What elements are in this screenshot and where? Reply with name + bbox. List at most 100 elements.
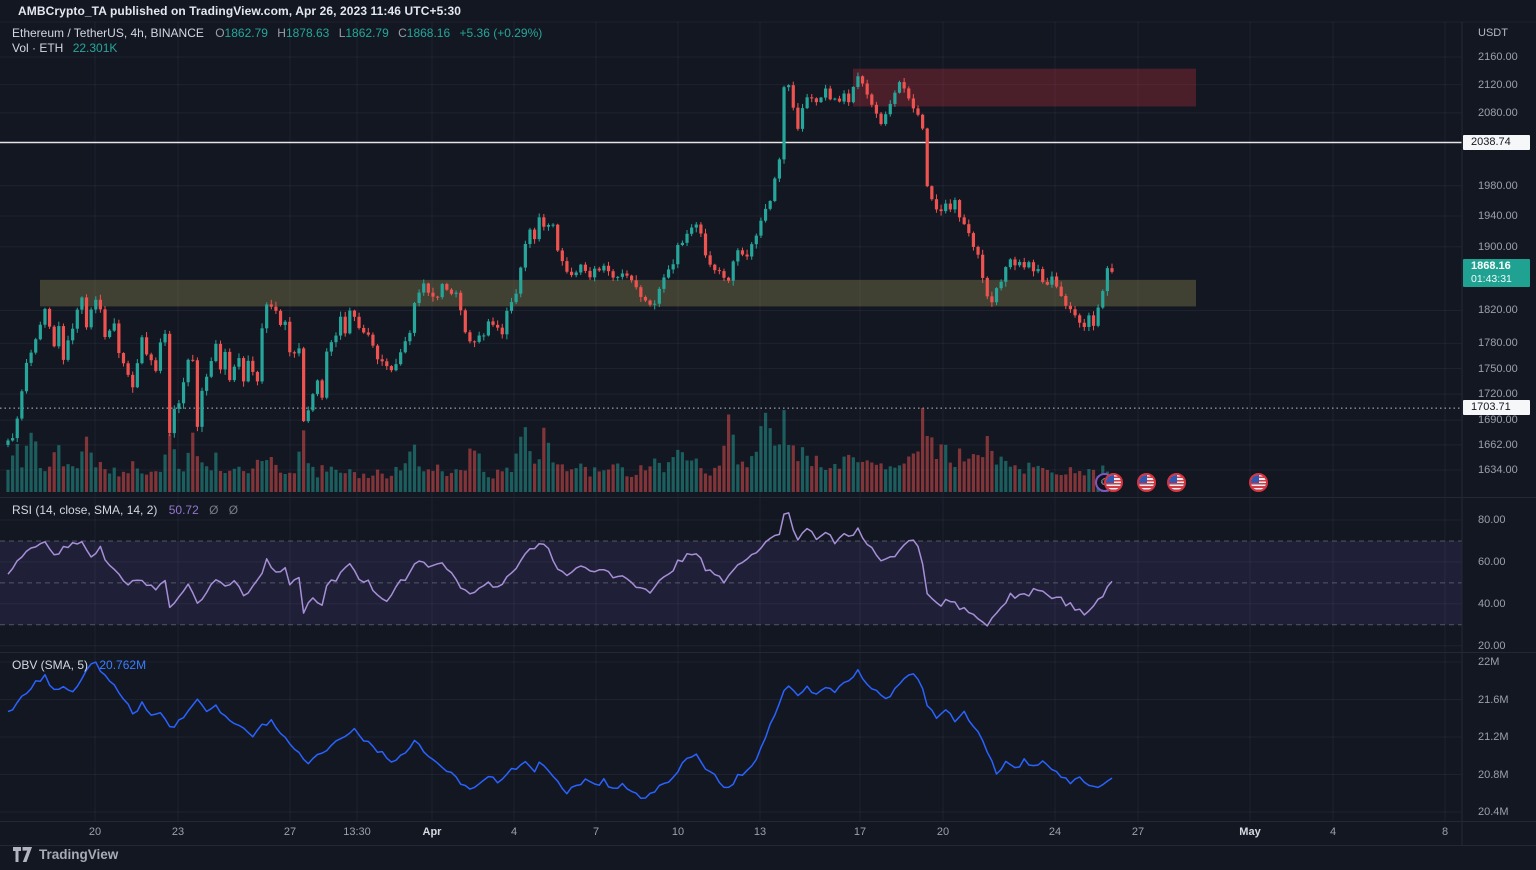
us-flag-event-icon[interactable] bbox=[1167, 473, 1186, 492]
candle-body bbox=[325, 351, 329, 398]
volume-bar bbox=[930, 437, 934, 492]
volume-bar bbox=[597, 471, 601, 492]
us-flag-event-icon[interactable] bbox=[1104, 473, 1123, 492]
obv-legend[interactable]: OBV (SMA, 5) 20.762M bbox=[12, 658, 146, 672]
candle-body bbox=[948, 203, 952, 210]
candle-body bbox=[431, 292, 435, 297]
volume-bar bbox=[777, 444, 782, 492]
volume-bar bbox=[352, 472, 357, 492]
volume-bar bbox=[228, 470, 232, 492]
volume-bar bbox=[218, 470, 223, 492]
us-flag-event-icon[interactable] bbox=[1249, 473, 1268, 492]
candle-body bbox=[745, 254, 749, 257]
volume-bar bbox=[315, 477, 320, 492]
candle-body bbox=[149, 354, 153, 361]
volume-bar bbox=[200, 462, 204, 492]
candle-body bbox=[1064, 296, 1068, 306]
volume-legend[interactable]: Vol · ETH 22.301K bbox=[12, 41, 117, 55]
candle-body bbox=[89, 309, 93, 328]
volume-bar bbox=[736, 464, 740, 492]
volume-bar bbox=[302, 430, 306, 492]
rsi-title: RSI (14, close, SMA, 14, 2) bbox=[12, 503, 158, 517]
volume-bar bbox=[246, 473, 250, 492]
volume-bar bbox=[911, 453, 915, 492]
volume-bar bbox=[763, 412, 768, 492]
candle-body bbox=[731, 261, 735, 281]
obv-line bbox=[7, 661, 1113, 800]
tradingview-brand[interactable]: TradingView bbox=[13, 847, 118, 862]
resistance-zone[interactable] bbox=[853, 68, 1196, 107]
volume-bar bbox=[985, 436, 989, 492]
candle-body bbox=[1036, 269, 1040, 272]
candle-body bbox=[306, 410, 310, 422]
us-flag-event-icon[interactable] bbox=[1137, 473, 1156, 492]
volume-bar bbox=[593, 467, 597, 492]
volume-bar bbox=[375, 469, 380, 492]
volume-bar bbox=[1087, 469, 1091, 492]
candle-body bbox=[814, 98, 818, 103]
volume-bar bbox=[1004, 460, 1008, 492]
candle-body bbox=[57, 326, 61, 347]
volume-bar bbox=[740, 461, 745, 492]
candle-body bbox=[916, 108, 920, 115]
candle-body bbox=[389, 366, 393, 371]
volume-bar bbox=[939, 444, 943, 492]
volume-bar bbox=[1050, 472, 1054, 492]
volume-bar bbox=[810, 466, 814, 492]
candle-body bbox=[500, 327, 504, 335]
volume-bar bbox=[357, 478, 361, 492]
candle-body bbox=[556, 224, 560, 251]
volume-bar bbox=[523, 427, 527, 492]
symbol-title: Ethereum / TetherUS, 4h, BINANCE bbox=[12, 26, 204, 40]
rsi-legend[interactable]: RSI (14, close, SMA, 14, 2) 50.72 Ø Ø bbox=[12, 503, 238, 517]
candle-body bbox=[934, 199, 939, 210]
candle-body bbox=[560, 250, 564, 262]
support-zone[interactable] bbox=[40, 279, 1196, 307]
volume-bar bbox=[325, 471, 329, 492]
candle-body bbox=[454, 292, 458, 294]
volume-bar bbox=[921, 408, 925, 492]
candle-body bbox=[260, 328, 264, 382]
volume-bar bbox=[500, 471, 504, 492]
candle-body bbox=[269, 304, 273, 307]
candle-body bbox=[680, 242, 685, 245]
volume-bar bbox=[288, 472, 292, 492]
volume-bar bbox=[653, 458, 657, 492]
volume-bar bbox=[648, 466, 652, 492]
volume-bar bbox=[251, 468, 255, 492]
candle-body bbox=[657, 288, 661, 304]
volume-bar bbox=[214, 452, 218, 492]
candle-body bbox=[1087, 315, 1091, 327]
volume-bar bbox=[177, 468, 181, 492]
candle-body bbox=[315, 380, 320, 395]
candle-body bbox=[1050, 276, 1054, 285]
candle-body bbox=[782, 87, 786, 160]
volume-bar bbox=[1027, 462, 1031, 492]
candle-body bbox=[653, 303, 657, 305]
rsi-hidden-icon[interactable]: Ø bbox=[209, 503, 219, 517]
volume-bar bbox=[634, 474, 638, 492]
rsi-hidden-icon[interactable]: Ø bbox=[228, 503, 239, 517]
volume-bar bbox=[1059, 475, 1063, 492]
candle-body bbox=[819, 97, 823, 103]
volume-bar bbox=[620, 467, 624, 492]
candle-body bbox=[1027, 262, 1031, 268]
candle-body bbox=[11, 438, 15, 441]
volume-bar bbox=[750, 456, 754, 492]
volume-bar bbox=[292, 473, 296, 492]
candle-body bbox=[112, 323, 116, 331]
candle-body bbox=[43, 308, 47, 325]
candle-body bbox=[403, 341, 407, 353]
volume-bar bbox=[283, 473, 287, 492]
candle-body bbox=[597, 268, 601, 271]
volume-bar bbox=[20, 467, 24, 492]
candle-body bbox=[449, 289, 454, 294]
volume-bar bbox=[625, 476, 629, 492]
main-symbol-legend[interactable]: Ethereum / TetherUS, 4h, BINANCE O1862.7… bbox=[12, 26, 542, 40]
volume-bar bbox=[131, 461, 135, 492]
candle-body bbox=[717, 270, 721, 272]
volume-bar bbox=[232, 468, 236, 492]
candle-body bbox=[828, 88, 832, 100]
volume-bar bbox=[121, 471, 126, 492]
